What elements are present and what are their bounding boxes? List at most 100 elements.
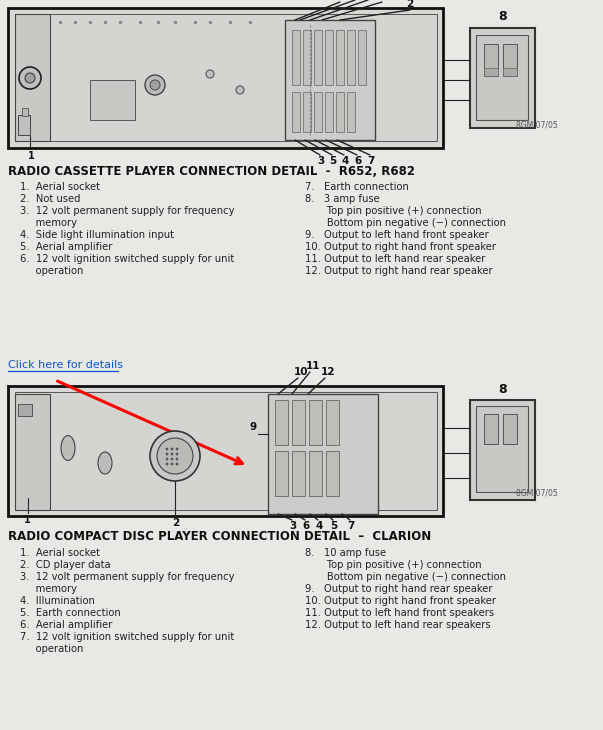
Text: 7.   Earth connection: 7. Earth connection — [305, 182, 409, 192]
Bar — [309, 451, 322, 496]
Text: RADIO COMPACT DISC PLAYER CONNECTION DETAIL  –  CLARION: RADIO COMPACT DISC PLAYER CONNECTION DET… — [8, 530, 431, 543]
Text: 6: 6 — [354, 156, 361, 166]
Text: 11. Output to left hand rear speaker: 11. Output to left hand rear speaker — [305, 254, 485, 264]
Text: 7: 7 — [347, 521, 355, 531]
Text: 1.  Aerial socket: 1. Aerial socket — [20, 548, 100, 558]
Circle shape — [206, 70, 214, 78]
Bar — [484, 44, 498, 76]
Text: 3: 3 — [317, 156, 324, 166]
Ellipse shape — [61, 436, 75, 461]
Text: operation: operation — [20, 644, 83, 654]
Text: 7.  12 volt ignition switched supply for unit: 7. 12 volt ignition switched supply for … — [20, 632, 234, 642]
Text: 12: 12 — [321, 367, 335, 377]
Circle shape — [236, 86, 244, 94]
Text: 4: 4 — [341, 156, 349, 166]
Text: 1.  Aerial socket: 1. Aerial socket — [20, 182, 100, 192]
Bar — [347, 30, 355, 85]
Text: 12. Output to left hand rear speakers: 12. Output to left hand rear speakers — [305, 620, 491, 630]
Circle shape — [175, 458, 178, 461]
Text: 6: 6 — [302, 521, 309, 531]
Bar — [470, 400, 535, 500]
Text: 2.  Not used: 2. Not used — [20, 194, 80, 204]
Circle shape — [150, 80, 160, 90]
Bar — [314, 92, 322, 132]
Text: 2: 2 — [172, 518, 179, 528]
Text: 4: 4 — [315, 521, 323, 531]
Bar — [292, 92, 300, 132]
Circle shape — [166, 463, 168, 466]
Text: 8.   10 amp fuse: 8. 10 amp fuse — [305, 548, 386, 558]
Text: 1: 1 — [24, 515, 31, 525]
Text: 5: 5 — [330, 521, 337, 531]
Text: 8GM 07/05: 8GM 07/05 — [516, 489, 558, 498]
Bar — [90, 80, 135, 120]
Text: 2: 2 — [406, 0, 413, 9]
Text: 3.  12 volt permanent supply for frequency: 3. 12 volt permanent supply for frequenc… — [20, 572, 235, 582]
Text: 11: 11 — [378, 0, 393, 1]
Bar — [358, 30, 366, 85]
Bar — [325, 30, 333, 85]
Circle shape — [166, 453, 168, 456]
Text: 9.   Output to right hand rear speaker: 9. Output to right hand rear speaker — [305, 584, 493, 594]
Text: 3: 3 — [289, 521, 296, 531]
Bar — [503, 414, 517, 444]
Text: 10. Output to right hand front speaker: 10. Output to right hand front speaker — [305, 596, 496, 606]
Bar — [309, 400, 322, 445]
Circle shape — [166, 458, 168, 461]
Text: 11. Output to left hand front speakers: 11. Output to left hand front speakers — [305, 608, 494, 618]
Bar — [326, 400, 339, 445]
Text: 8: 8 — [499, 383, 507, 396]
Circle shape — [175, 463, 178, 466]
Circle shape — [166, 447, 168, 450]
Bar — [8, 386, 443, 516]
Circle shape — [171, 463, 174, 466]
Bar — [484, 414, 498, 444]
Text: 10. Output to right hand front speaker: 10. Output to right hand front speaker — [305, 242, 496, 252]
Text: Top pin positive (+) connection: Top pin positive (+) connection — [305, 206, 482, 216]
Text: memory: memory — [20, 584, 77, 594]
Bar — [476, 406, 528, 492]
Bar — [275, 451, 288, 496]
Text: 2.  CD player data: 2. CD player data — [20, 560, 110, 570]
Bar — [326, 451, 339, 496]
Text: Top pin positive (+) connection: Top pin positive (+) connection — [305, 560, 482, 570]
Bar — [18, 404, 32, 416]
Bar — [336, 92, 344, 132]
Bar — [268, 394, 378, 514]
Text: 7: 7 — [367, 156, 374, 166]
Text: Click here for details: Click here for details — [8, 360, 123, 370]
Bar — [15, 14, 50, 141]
Text: 9.   Output to left hand front speaker: 9. Output to left hand front speaker — [305, 230, 489, 240]
Text: Bottom pin negative (−) connection: Bottom pin negative (−) connection — [305, 572, 506, 582]
Text: 6.  12 volt ignition switched supply for unit: 6. 12 volt ignition switched supply for … — [20, 254, 234, 264]
Circle shape — [171, 447, 174, 450]
Bar — [470, 28, 535, 128]
Text: RADIO CASSETTE PLAYER CONNECTION DETAIL  -  R652, R682: RADIO CASSETTE PLAYER CONNECTION DETAIL … — [8, 165, 415, 178]
Bar — [503, 68, 517, 76]
Bar — [503, 44, 517, 76]
Text: memory: memory — [20, 218, 77, 228]
Circle shape — [171, 453, 174, 456]
Bar — [314, 30, 322, 85]
Text: 1: 1 — [28, 151, 35, 161]
Bar — [303, 30, 311, 85]
Circle shape — [145, 75, 165, 95]
Text: 6.  Aerial amplifier: 6. Aerial amplifier — [20, 620, 112, 630]
Text: 10: 10 — [294, 367, 309, 377]
Text: 12: 12 — [336, 0, 350, 1]
Bar — [292, 30, 300, 85]
Text: 5: 5 — [329, 156, 336, 166]
Text: 12. Output to right hand rear speaker: 12. Output to right hand rear speaker — [305, 266, 493, 276]
Bar — [275, 400, 288, 445]
Text: operation: operation — [20, 266, 83, 276]
Bar — [292, 451, 305, 496]
Bar — [8, 8, 443, 148]
Text: 5.  Earth connection: 5. Earth connection — [20, 608, 121, 618]
Bar — [476, 35, 528, 120]
Text: 8GM 07/05: 8GM 07/05 — [516, 121, 558, 130]
Bar — [292, 400, 305, 445]
Bar — [303, 92, 311, 132]
Circle shape — [25, 73, 35, 83]
Text: 5.  Aerial amplifier: 5. Aerial amplifier — [20, 242, 112, 252]
Bar — [15, 394, 50, 510]
